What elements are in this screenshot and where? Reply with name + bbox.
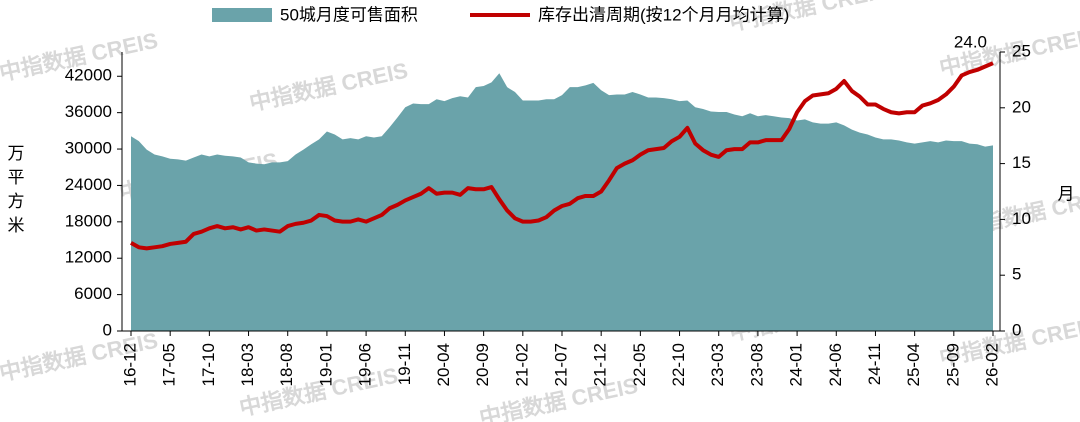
x-tick-label: 21-07 [551, 343, 570, 386]
x-tick-label: 23-08 [747, 343, 766, 386]
x-tick-label: 18-03 [238, 343, 257, 386]
y2-tick-label: 25 [1012, 41, 1031, 60]
y-tick-label: 6000 [74, 284, 112, 303]
x-tick-label: 25-09 [943, 343, 962, 386]
x-tick-label: 19-11 [395, 343, 414, 385]
x-tick-label: 19-06 [356, 343, 375, 386]
x-tick-label: 21-02 [512, 343, 531, 386]
x-tick-label: 19-01 [316, 343, 335, 386]
legend-swatch [212, 8, 272, 22]
y-axis-title: 万平方米 [8, 144, 25, 235]
y-tick-label: 12000 [65, 248, 112, 267]
y-tick-label: 42000 [65, 66, 112, 85]
x-tick-label: 24-06 [826, 343, 845, 386]
x-tick-label: 24-11 [865, 343, 884, 385]
watermark: 中指数据 CREIS [247, 58, 410, 116]
x-tick-label: 16-12 [120, 343, 139, 386]
x-tick-label: 17-05 [160, 343, 179, 386]
x-tick-label: 25-04 [904, 343, 923, 386]
x-tick-label: 21-12 [591, 343, 610, 386]
y-tick-label: 36000 [65, 102, 112, 121]
x-tick-label: 23-03 [708, 343, 727, 386]
y2-axis-title: 月 [1058, 184, 1075, 203]
x-tick-label: 20-04 [434, 343, 453, 386]
x-tick-label: 17-10 [199, 343, 218, 386]
x-tick-label: 18-08 [277, 343, 296, 386]
y-tick-label: 30000 [65, 139, 112, 158]
x-tick-label: 20-09 [473, 343, 492, 386]
y2-tick-label: 10 [1012, 209, 1031, 228]
y-tick-label: 24000 [65, 175, 112, 194]
y2-tick-label: 5 [1012, 265, 1021, 284]
y-tick-label: 0 [103, 320, 112, 339]
x-tick-label: 24-01 [787, 343, 806, 386]
y2-tick-label: 15 [1012, 153, 1031, 172]
legend-label: 50城月度可售面积 [280, 5, 418, 24]
plot [130, 61, 994, 331]
data-label: 24.0 [954, 33, 987, 52]
y-tick-label: 18000 [65, 211, 112, 230]
legend-label: 库存出清周期(按12个月月均计算) [538, 5, 789, 24]
x-tick-label: 22-10 [669, 343, 688, 386]
line [130, 61, 994, 251]
x-tick-label: 26-02 [982, 343, 1001, 386]
area [131, 73, 993, 331]
y2-tick-label: 20 [1012, 97, 1031, 116]
y2-tick-label: 0 [1012, 320, 1021, 339]
x-tick-label: 22-05 [630, 343, 649, 386]
